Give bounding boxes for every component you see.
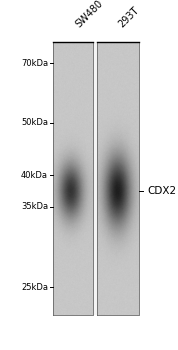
Text: 35kDa: 35kDa: [21, 202, 48, 211]
Text: 70kDa: 70kDa: [21, 58, 48, 68]
Text: SW480: SW480: [74, 0, 105, 30]
Text: 25kDa: 25kDa: [21, 282, 48, 292]
Text: CDX2: CDX2: [148, 186, 177, 196]
Text: 293T: 293T: [117, 6, 141, 30]
Text: 40kDa: 40kDa: [21, 170, 48, 180]
Text: 50kDa: 50kDa: [21, 118, 48, 127]
